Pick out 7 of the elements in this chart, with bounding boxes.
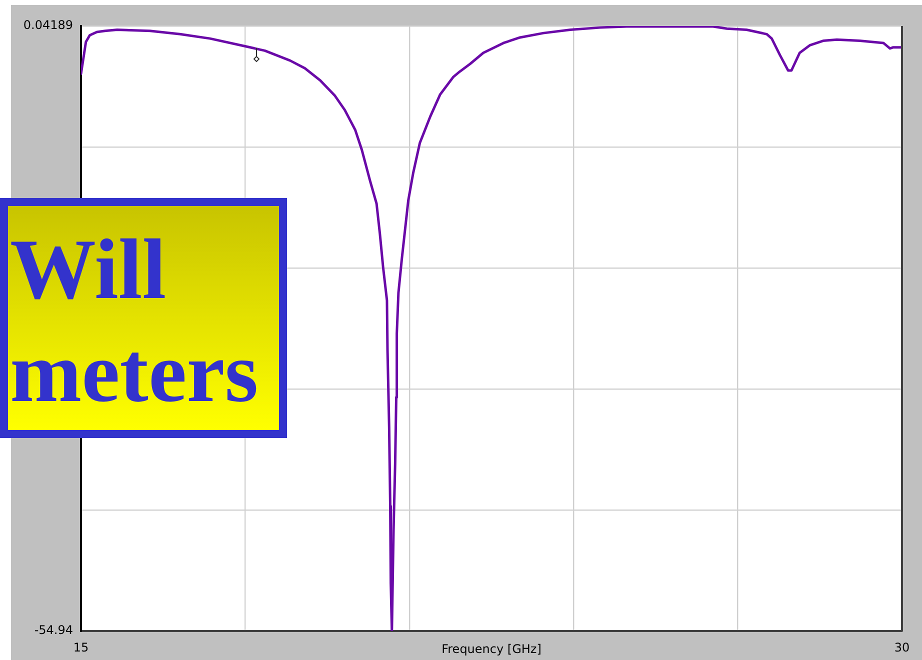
y-tick-label: 0.04189: [23, 18, 73, 32]
annotation: meters: [10, 324, 258, 420]
y-tick-label: -54.94: [34, 623, 73, 638]
annotation: Will: [10, 221, 166, 317]
x-tick-label: 15: [73, 640, 89, 654]
x-tick-label: 30: [894, 640, 910, 654]
x-axis-title: Frequency [GHz]: [442, 642, 542, 656]
